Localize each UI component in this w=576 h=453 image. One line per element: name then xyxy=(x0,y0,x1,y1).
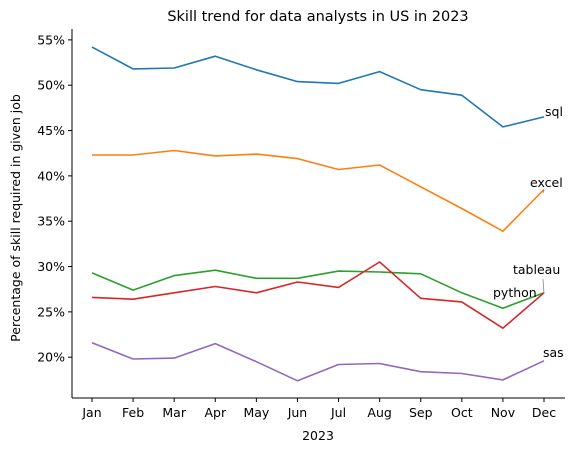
x-tick-label: Jul xyxy=(330,405,346,420)
y-axis-label: Percentage of skill required in given jo… xyxy=(8,94,23,342)
annotation-excel: excel xyxy=(530,175,563,190)
annotation-tableau: tableau xyxy=(513,262,560,277)
x-tick-label: Apr xyxy=(204,405,226,420)
series-line-tableau xyxy=(92,270,544,308)
series-line-sas xyxy=(92,343,544,381)
y-tick-label: 40% xyxy=(37,168,65,183)
series-line-sql xyxy=(92,47,544,127)
series-line-excel xyxy=(92,151,544,232)
axes-layer: 20% 25% 30% 35% 40% 45% 50% 55% Jan Feb Mar Apr May J… xyxy=(37,29,565,420)
annotation-sas: sas xyxy=(543,345,564,360)
x-tick-label: Jan xyxy=(81,405,101,420)
x-tick-label: May xyxy=(243,405,269,420)
y-tick-label: 35% xyxy=(37,214,65,229)
x-tick-label: Nov xyxy=(491,405,516,420)
annotation-sql: sql xyxy=(545,104,563,119)
y-tick-label: 50% xyxy=(37,78,65,93)
y-tick-label: 55% xyxy=(37,32,65,47)
x-tick-label: Mar xyxy=(162,405,186,420)
x-tick-label: Feb xyxy=(122,405,144,420)
x-tick-label: Aug xyxy=(367,405,391,420)
x-tick-label: Oct xyxy=(451,405,473,420)
annotation-leader-tableau xyxy=(543,279,544,294)
series-layer xyxy=(92,47,544,381)
x-tick-label: Sep xyxy=(409,405,433,420)
annotation-python: python xyxy=(493,285,537,300)
x-tick-label: Dec xyxy=(532,405,556,420)
x-tick-label: Jun xyxy=(287,405,308,420)
y-tick-label: 45% xyxy=(37,123,65,138)
x-axis-label: 2023 xyxy=(302,428,334,443)
chart-title: Skill trend for data analysts in US in 2… xyxy=(167,9,468,25)
y-tick-label: 30% xyxy=(37,259,65,274)
annotation-layer: sql excel tableau python sas xyxy=(493,104,564,360)
y-tick-label: 25% xyxy=(37,304,65,319)
series-line-python xyxy=(92,262,544,328)
y-tick-label: 20% xyxy=(37,350,65,365)
